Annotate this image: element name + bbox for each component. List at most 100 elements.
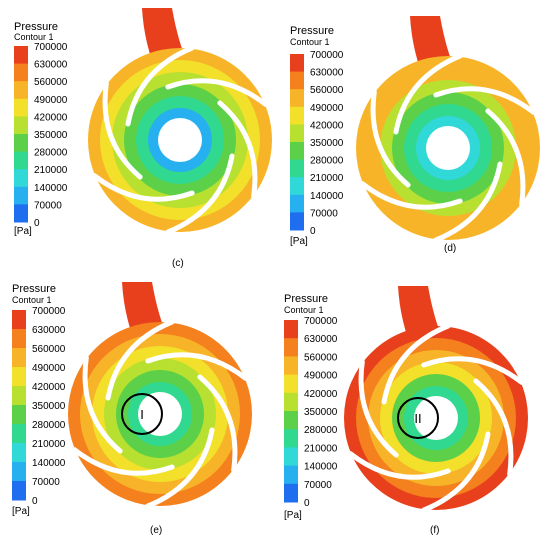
colorbar-d	[290, 54, 304, 231]
tick-label: 0	[32, 496, 38, 507]
colorbar-segment	[290, 194, 304, 213]
tick-label: 210000	[34, 165, 68, 176]
legend-title-d: Pressure	[290, 25, 334, 37]
legend-subtitle-f: Contour 1	[284, 305, 324, 315]
colorbar-segment	[290, 54, 304, 73]
tick-label: 420000	[304, 389, 338, 400]
tick-label: 420000	[310, 120, 344, 131]
colorbar-segment	[284, 338, 298, 357]
colorbar-e	[12, 310, 26, 501]
highlight-circle	[121, 393, 163, 435]
highlight-circle	[397, 397, 439, 439]
tick-label: 140000	[304, 462, 338, 473]
pump-contour-d	[342, 16, 550, 240]
tick-label: 350000	[310, 138, 344, 149]
colorbar-segment	[12, 462, 26, 482]
tick-label: 280000	[34, 148, 68, 159]
tick-label: 210000	[32, 439, 66, 450]
tick-label: 140000	[310, 191, 344, 202]
colorbar-segment	[14, 98, 28, 117]
tick-label: 0	[310, 226, 316, 237]
legend-unit-c: [Pa]	[14, 226, 32, 237]
legend-subtitle-d: Contour 1	[290, 37, 330, 47]
legend-subtitle-e: Contour 1	[12, 295, 52, 305]
ticks-d: 7000006300005600004900004200003500002800…	[310, 50, 344, 237]
colorbar-segment	[284, 392, 298, 412]
legend-title-e: Pressure	[12, 283, 56, 295]
panel-c: Pressure Contour 1 700000630000560000490…	[14, 8, 286, 269]
tick-label: 70000	[34, 200, 62, 211]
colorbar-segment	[290, 142, 304, 161]
tick-label: 350000	[304, 407, 338, 418]
tick-label: 700000	[304, 316, 338, 327]
tick-label: 280000	[304, 425, 338, 436]
colorbar-segment	[290, 159, 304, 178]
legend-f: Pressure Contour 1 700000630000560000490…	[284, 293, 338, 521]
tick-label: 140000	[34, 183, 68, 194]
panel-d: Pressure Contour 1 700000630000560000490…	[290, 16, 550, 254]
tick-label: 630000	[304, 334, 338, 345]
caption-c: (c)	[172, 258, 184, 269]
ticks-c: 7000006300005600004900004200003500002800…	[34, 42, 68, 229]
colorbar-segment	[14, 116, 28, 135]
colorbar-segment	[284, 411, 298, 430]
tick-label: 490000	[34, 95, 68, 106]
colorbar-segment	[12, 481, 26, 501]
legend-c: Pressure Contour 1 700000630000560000490…	[14, 21, 68, 237]
panel-e: Pressure Contour 1 700000630000560000490…	[12, 282, 266, 536]
colorbar-segment	[12, 386, 26, 406]
tick-label: 630000	[310, 68, 344, 79]
tick-label: 490000	[32, 363, 66, 374]
panel-f: Pressure Contour 1 700000630000560000490…	[284, 286, 542, 536]
colorbar-segment	[14, 46, 28, 65]
colorbar-segment	[14, 134, 28, 153]
tick-label: 350000	[34, 130, 68, 141]
tick-label: 560000	[34, 77, 68, 88]
highlight-label: I	[140, 407, 144, 422]
tick-label: 70000	[310, 208, 338, 219]
tick-label: 560000	[310, 85, 344, 96]
colorbar-segment	[12, 348, 26, 368]
colorbar-segment	[284, 465, 298, 485]
legend-unit-d: [Pa]	[290, 236, 308, 247]
pump-contour-e: I	[54, 282, 265, 506]
tick-label: 700000	[34, 42, 68, 53]
legend-unit-e: [Pa]	[12, 506, 30, 517]
colorbar-segment	[284, 447, 298, 467]
colorbar-segment	[14, 151, 28, 170]
legend-d: Pressure Contour 1 700000630000560000490…	[290, 25, 344, 247]
colorbar-segment	[290, 212, 304, 231]
colorbar-segment	[290, 89, 304, 108]
colorbar-segment	[284, 483, 298, 503]
colorbar-segment	[14, 186, 28, 205]
tick-label: 420000	[34, 112, 68, 123]
tick-label: 630000	[32, 325, 66, 336]
tick-label: 0	[34, 218, 40, 229]
colorbar-segment	[284, 356, 298, 376]
impeller-hub	[414, 396, 458, 440]
colorbar-segment	[12, 310, 26, 330]
tick-label: 490000	[304, 371, 338, 382]
legend-e: Pressure Contour 1 700000630000560000490…	[12, 283, 66, 517]
tick-label: 490000	[310, 103, 344, 114]
colorbar-segment	[12, 405, 26, 425]
tick-label: 210000	[304, 443, 338, 454]
ticks-f: 7000006300005600004900004200003500002800…	[304, 316, 338, 509]
colorbar-segment	[284, 374, 298, 394]
pump-contour-f: II	[330, 286, 541, 510]
tick-label: 70000	[32, 477, 60, 488]
ticks-e: 7000006300005600004900004200003500002800…	[32, 306, 66, 507]
legend-unit-f: [Pa]	[284, 510, 302, 521]
highlight-label: II	[414, 411, 421, 426]
tick-label: 560000	[32, 344, 66, 355]
colorbar-segment	[284, 320, 298, 339]
caption-d: (d)	[444, 243, 456, 254]
colorbar-segment	[12, 424, 26, 444]
legend-title-c: Pressure	[14, 21, 58, 33]
tick-label: 0	[304, 498, 310, 509]
colorbar-segment	[12, 329, 26, 349]
colorbar-f	[284, 320, 298, 503]
legend-title-f: Pressure	[284, 293, 328, 305]
colorbar-segment	[290, 71, 304, 90]
